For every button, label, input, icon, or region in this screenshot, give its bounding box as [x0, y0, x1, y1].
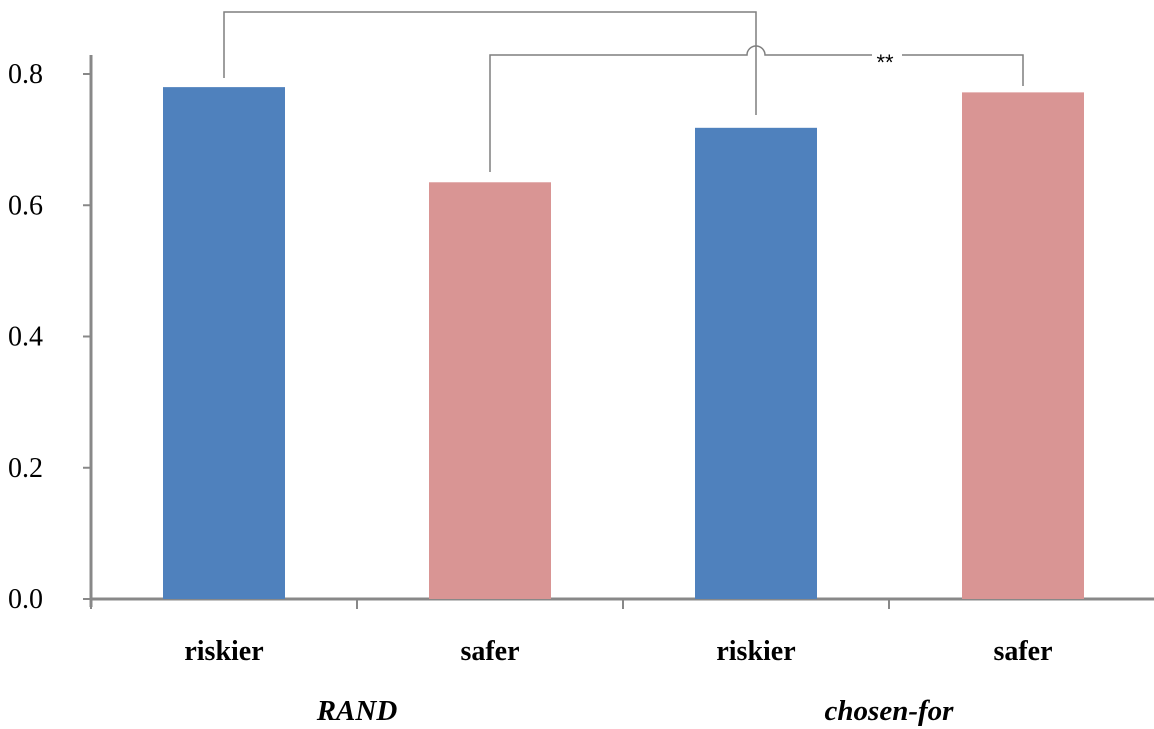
x-ticks [90, 599, 890, 609]
significance-bracket [489, 45, 1024, 172]
category-label: riskier [716, 636, 795, 667]
y-tick-label: 0.6 [8, 190, 43, 221]
bars [163, 87, 1084, 599]
category-label: safer [460, 636, 519, 667]
category-labels: riskier safer riskier safer [184, 636, 1052, 667]
bar-riskier-chosen-for [695, 127, 817, 599]
significance-label: ** [876, 50, 894, 75]
group-label: chosen-for [825, 695, 955, 727]
group-label: RAND [316, 695, 398, 727]
bar-safer-chosen-for [962, 92, 1084, 599]
significance-bracket [223, 11, 757, 115]
y-tick-label: 0.0 [8, 584, 43, 615]
category-label: riskier [184, 636, 263, 667]
bar-safer-RAND [429, 182, 551, 599]
y-tick-label: 0.4 [8, 322, 43, 353]
group-labels: RAND chosen-for [316, 695, 954, 727]
y-tick-label: 0.2 [8, 453, 43, 484]
y-tick-label: 0.8 [8, 59, 43, 90]
y-ticks: 0.0 0.2 0.4 0.6 0.8 [8, 59, 91, 615]
significance-brackets: ** [223, 11, 1024, 172]
category-label: safer [993, 636, 1052, 667]
bar-riskier-RAND [163, 87, 285, 599]
